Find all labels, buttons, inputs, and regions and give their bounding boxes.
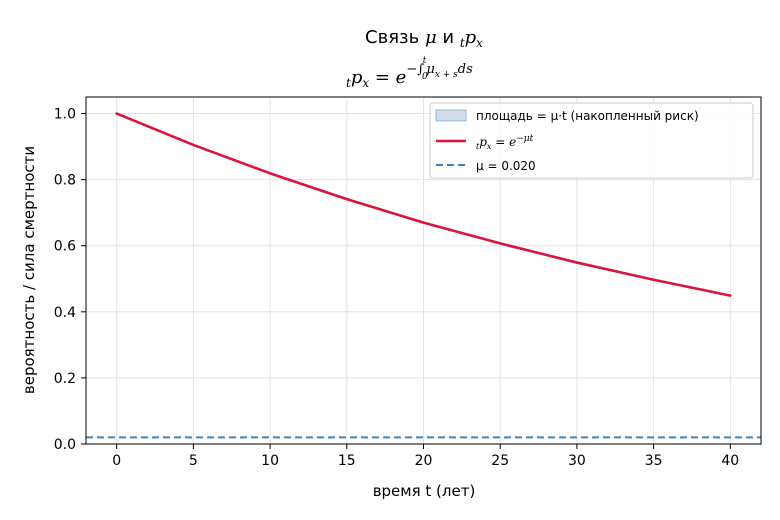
- x-tick-label-5: 25: [491, 453, 509, 469]
- y-tick-label-1: 0.2: [54, 371, 76, 387]
- y-tick-label-3: 0.6: [54, 239, 76, 255]
- legend-label-mu: μ = 0.020: [476, 159, 536, 173]
- series-layer: [86, 112, 761, 439]
- x-tick-label-6: 30: [568, 453, 586, 469]
- chart-subtitle: tpx = e−∫0tμx + sds: [346, 56, 473, 90]
- y-tick-label-0: 0.0: [54, 437, 76, 453]
- x-tick-label-2: 10: [261, 453, 279, 469]
- legend-label-area: площадь = μ·t (накопленный риск): [476, 109, 699, 123]
- x-tick-label-0: 0: [112, 453, 121, 469]
- y-axis-label: вероятность / сила смертности: [20, 146, 38, 394]
- series-line-1: [115, 112, 732, 297]
- legend-label-survival: tpx = e−μt: [476, 134, 534, 151]
- x-tick-label-7: 35: [645, 453, 663, 469]
- chart-title: Связь μ и tpx: [365, 27, 483, 50]
- x-tick-label-1: 5: [189, 453, 198, 469]
- x-tick-label-3: 15: [338, 453, 356, 469]
- x-tick-label-4: 20: [415, 453, 433, 469]
- x-axis-label: время t (лет): [373, 482, 476, 500]
- legend-swatch-area: [435, 109, 467, 122]
- x-tick-label-8: 40: [721, 453, 739, 469]
- y-tick-label-5: 1.0: [54, 107, 76, 123]
- legend: площадь = μ·t (накопленный риск) tpx = e…: [429, 102, 754, 179]
- legend-box: [429, 102, 754, 179]
- y-tick-label-2: 0.4: [54, 305, 76, 321]
- y-tick-label-4: 0.8: [54, 173, 76, 189]
- ticks: 0 5 10 15 20 25 30 35 40 0.0 0.2 0.4 0.6 0.8 1.0: [54, 107, 739, 469]
